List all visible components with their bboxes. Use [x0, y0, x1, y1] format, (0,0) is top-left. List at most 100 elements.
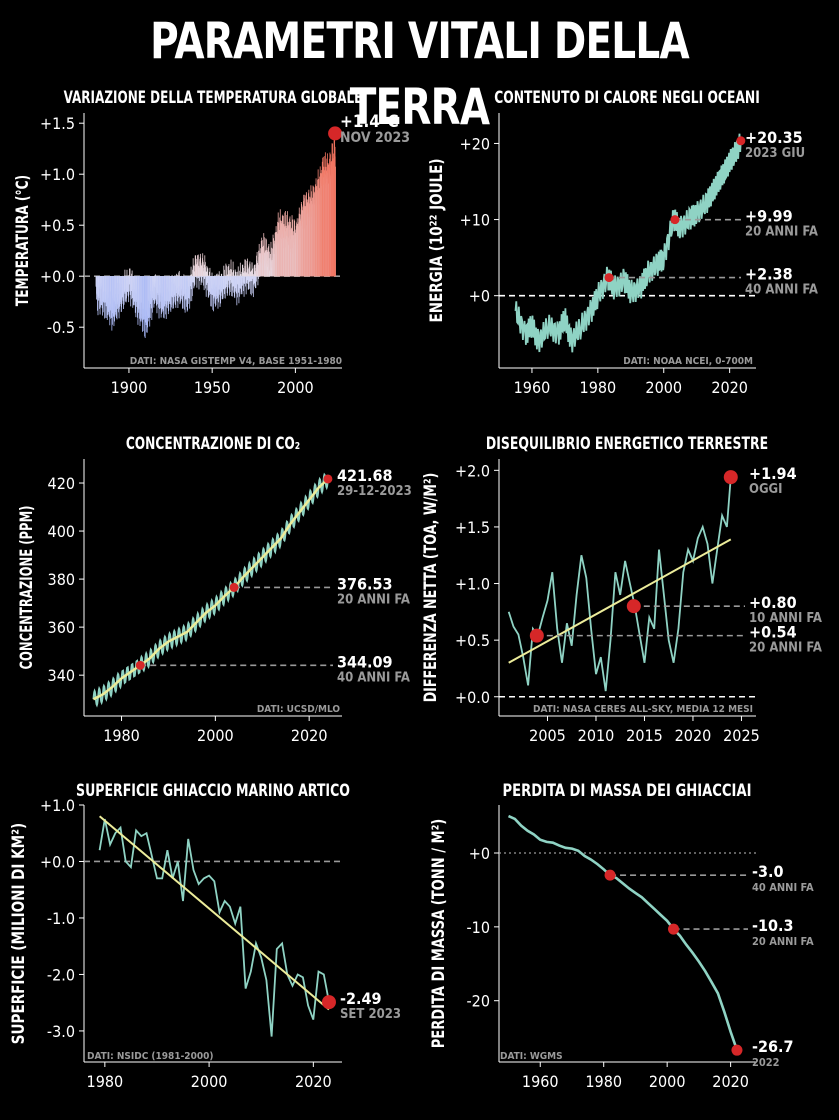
anomaly-bar: [195, 276, 197, 278]
anomaly-bar: [199, 276, 200, 282]
anomaly-bar: [241, 276, 243, 278]
anomaly-bar: [242, 267, 244, 277]
anomaly-bar: [247, 276, 249, 284]
anomaly-bar: [190, 276, 192, 287]
source-note: DATI: NASA CERES ALL-SKY, MEDIA 12 MESI: [533, 704, 753, 715]
anomaly-bar: [201, 276, 203, 283]
anomaly-bar: [193, 271, 195, 277]
y-tick-label: +0.5: [455, 631, 490, 650]
anomaly-bar: [232, 272, 233, 277]
data-marker: [604, 869, 616, 881]
anomaly-bar: [190, 276, 192, 290]
anomaly-bar: [216, 276, 217, 300]
anomaly-bar: [191, 276, 193, 297]
anomaly-bar: [98, 276, 99, 301]
anomaly-bar: [250, 271, 251, 277]
anomaly-bar: [246, 276, 248, 281]
anomaly-bar: [243, 276, 245, 297]
y-tick-label: 400: [48, 522, 75, 541]
anomaly-bar: [216, 274, 217, 277]
anomaly-bar: [126, 276, 128, 292]
anomaly-bar: [121, 276, 123, 300]
anomaly-bar: [235, 271, 237, 277]
y-tick-label: +1.0: [455, 575, 490, 594]
data-marker: [604, 273, 614, 283]
anomaly-bar: [252, 268, 254, 277]
anomaly-bar: [203, 268, 204, 277]
chart-title: CONCENTRAZIONE DI CO₂: [126, 434, 300, 454]
anomaly-bar: [240, 274, 242, 277]
anomaly-bar: [183, 274, 185, 277]
anomaly-bar: [193, 276, 195, 289]
anomaly-bar: [131, 270, 133, 277]
anomaly-bar: [192, 276, 194, 283]
y-tick-label: +0: [469, 287, 490, 306]
x-tick-label: 2000: [645, 378, 682, 397]
anomaly-bar: [256, 260, 258, 277]
anomaly-bar: [203, 276, 205, 291]
anomaly-bar: [227, 274, 228, 277]
y-tick-label: +0: [469, 844, 490, 863]
anomaly-bar: [171, 274, 173, 277]
anomaly-bar: [197, 254, 199, 277]
anomaly-bar: [205, 271, 207, 277]
data-marker: [670, 215, 680, 225]
anomaly-bar: [229, 276, 231, 292]
source-note: DATI: UCSD/MLO: [257, 704, 341, 715]
anomaly-bar: [156, 276, 158, 314]
anomaly-bar: [254, 264, 256, 277]
chart-co2: CONCENTRAZIONE DI CO₂ CONCENTRAZIONE (PPM…: [17, 434, 412, 745]
data-marker: [731, 1044, 743, 1056]
anomaly-bar: [154, 276, 156, 303]
latest-marker: [328, 126, 343, 141]
anomaly-bar: [191, 274, 193, 277]
anomaly-bar: [207, 268, 209, 277]
anomaly-bar: [240, 276, 242, 295]
anomaly-bar: [271, 260, 273, 277]
y-tick-label: +1.0: [40, 165, 75, 184]
anomaly-bar: [124, 269, 126, 277]
data-marker: [321, 995, 336, 1010]
anomaly-bar: [192, 269, 193, 277]
anomaly-bar: [205, 276, 207, 297]
anomaly-bar: [241, 271, 243, 277]
data-marker: [626, 599, 641, 614]
x-tick-label: 2005: [529, 726, 566, 745]
anomaly-bar: [211, 272, 213, 277]
anomaly-bar: [251, 276, 253, 282]
marker-value: -3.0: [752, 862, 783, 881]
anomaly-bar: [206, 276, 208, 283]
marker-label: SET 2023: [340, 1007, 401, 1022]
anomaly-bar: [100, 276, 102, 306]
anomaly-bar: [131, 273, 132, 277]
anomaly-bar: [242, 276, 243, 286]
anomaly-bar: [208, 276, 210, 290]
x-tick-label: 1900: [111, 378, 148, 397]
y-tick-label: +10: [460, 211, 490, 230]
anomaly-bar: [228, 266, 229, 277]
y-tick-label: +1.5: [40, 114, 75, 133]
marker-value: +20.35: [745, 128, 803, 147]
anomaly-bar: [237, 276, 239, 285]
anomaly-bar: [243, 272, 245, 277]
x-tick-label: 1960: [522, 1072, 559, 1091]
chart-title: DISEQUILIBRIO ENERGETICO TERRESTRE: [486, 434, 768, 454]
anomaly-bar: [253, 274, 254, 277]
anomaly-bar: [152, 276, 154, 301]
anomaly-bar: [245, 259, 246, 277]
anomaly-bar: [246, 276, 248, 284]
anomaly-bar: [243, 276, 245, 277]
anomaly-bar: [232, 276, 234, 278]
anomaly-bar: [218, 271, 220, 277]
anomaly-bar: [161, 276, 163, 313]
anomaly-bar: [249, 264, 251, 277]
anomaly-bar: [231, 269, 232, 277]
x-tick-label: 1980: [87, 1072, 124, 1091]
y-tick-label: 420: [48, 474, 75, 493]
chart-ice: SUPERFICIE GHIACCIO MARINO ARTICO SUPERFI…: [9, 781, 401, 1091]
x-tick-label: 1960: [514, 378, 551, 397]
x-tick-label: 2020: [675, 726, 712, 745]
marker-value: +9.99: [745, 207, 793, 226]
chart-glacier: PERDITA DI MASSA DEI GHIACCIAI PERDITA DI…: [429, 781, 814, 1091]
anomaly-bar: [245, 272, 247, 277]
